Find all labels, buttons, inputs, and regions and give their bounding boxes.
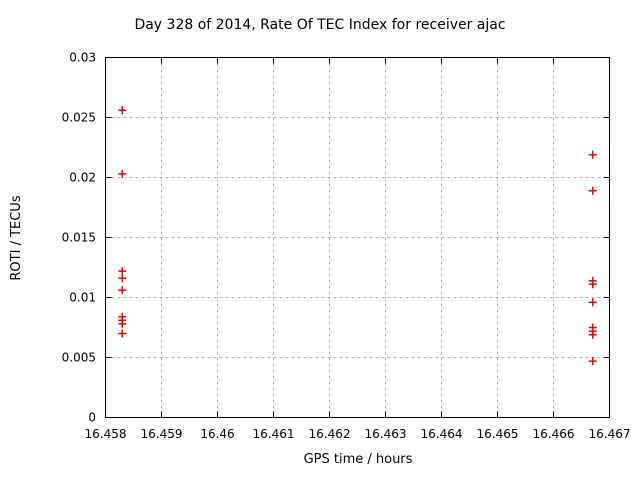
x-tick-label: 16.459: [141, 427, 183, 441]
data-point: [588, 280, 597, 289]
x-tick-label: 16.464: [421, 427, 463, 441]
data-point: [118, 329, 127, 338]
y-tick-label: 0.02: [69, 171, 96, 185]
data-point: [118, 169, 127, 178]
data-point: [588, 357, 597, 366]
x-tick-label: 16.458: [85, 427, 127, 441]
data-point: [118, 319, 127, 328]
x-tick-label: 16.46: [200, 427, 234, 441]
data-point: [118, 286, 127, 295]
y-tick-label: 0: [88, 411, 96, 425]
data-point: [588, 298, 597, 307]
data-point: [118, 274, 127, 283]
x-tick-label: 16.465: [477, 427, 519, 441]
x-tick-label: 16.461: [253, 427, 295, 441]
x-tick-label: 16.462: [309, 427, 351, 441]
y-tick-label: 0.01: [69, 291, 96, 305]
x-tick-label: 16.466: [533, 427, 575, 441]
y-tick-label: 0.005: [62, 351, 96, 365]
x-tick-label: 16.467: [589, 427, 631, 441]
x-tick-label: 16.463: [365, 427, 407, 441]
y-axis-label: ROTI / TECUs: [9, 195, 24, 281]
data-point: [118, 267, 127, 276]
data-point: [588, 186, 597, 195]
chart-title: Day 328 of 2014, Rate Of TEC Index for r…: [134, 17, 506, 33]
y-tick-label: 0.025: [62, 111, 96, 125]
data-point: [588, 330, 597, 339]
x-axis-label: GPS time / hours: [303, 452, 413, 467]
y-tick-label: 0.03: [69, 51, 96, 65]
data-point: [588, 150, 597, 159]
data-point: [118, 106, 127, 115]
y-tick-label: 0.015: [62, 231, 96, 245]
